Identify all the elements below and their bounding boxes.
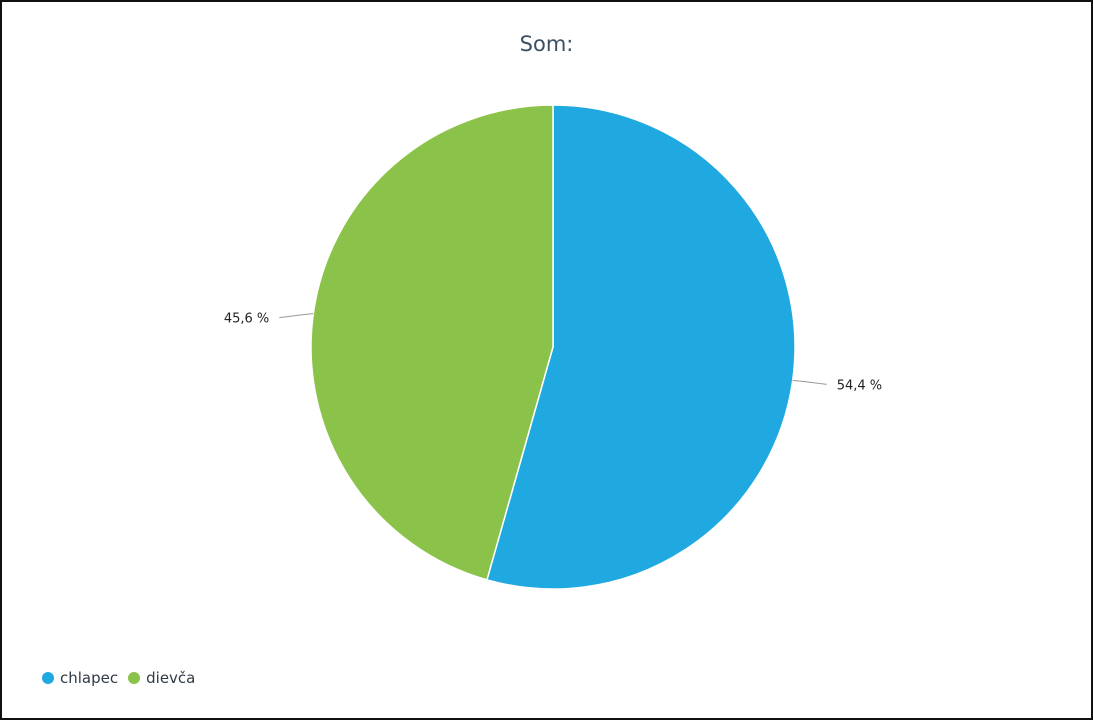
data-label-chlapec: 54,4 %	[837, 378, 882, 393]
legend-label-dievca: dievča	[146, 669, 196, 687]
connector-dievca	[279, 313, 314, 319]
legend-swatch-chlapec	[42, 672, 54, 684]
legend-swatch-dievca	[128, 672, 141, 684]
legend-item-chlapec[interactable]: chlapec	[42, 669, 118, 687]
legend-item-dievca[interactable]: dievča	[128, 669, 195, 687]
slice-chlapec[interactable]	[486, 104, 796, 590]
legend-label-chlapec: chlapec	[60, 669, 119, 687]
chart-title: Som:	[519, 32, 574, 56]
legend: chlapec dievča	[42, 669, 205, 687]
data-label-dievca: 45,6 %	[224, 312, 269, 327]
connector-chlapec	[792, 379, 827, 385]
